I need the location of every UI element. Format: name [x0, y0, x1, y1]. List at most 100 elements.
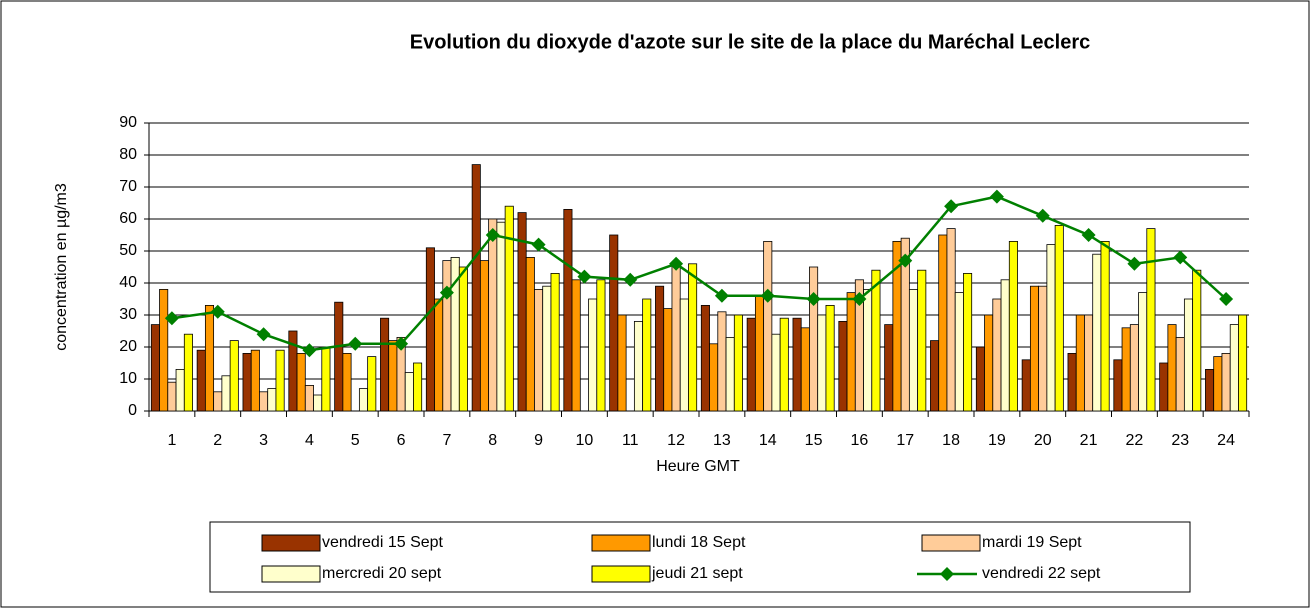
- bar: [458, 266, 468, 412]
- bar: [884, 324, 894, 412]
- x-tick-label: 5: [351, 432, 360, 449]
- bar: [1075, 314, 1085, 412]
- bar: [196, 349, 206, 412]
- y-tick-label: 20: [119, 338, 137, 355]
- bar: [1067, 352, 1077, 412]
- bar: [1213, 356, 1223, 412]
- y-tick-label: 30: [119, 306, 137, 323]
- x-axis-label: Heure GMT: [656, 458, 740, 475]
- bar: [609, 234, 619, 412]
- y-axis-label: concentration en µg/m3: [53, 183, 70, 351]
- legend-marker: [940, 567, 954, 581]
- line-point: [439, 285, 454, 300]
- line-point: [760, 288, 775, 303]
- line: [171, 195, 1227, 352]
- bar: [846, 292, 856, 412]
- bar: [946, 228, 956, 412]
- bar: [563, 208, 573, 412]
- bar: [479, 260, 490, 412]
- bar: [358, 388, 369, 412]
- line-point: [577, 269, 592, 284]
- bar: [992, 298, 1002, 412]
- bar: [1092, 253, 1102, 412]
- bar: [908, 288, 919, 412]
- bar: [542, 285, 552, 412]
- y-tick-label: 10: [119, 370, 137, 387]
- line-point: [164, 311, 179, 326]
- x-tick-label: 13: [713, 432, 731, 449]
- bar: [838, 320, 848, 412]
- bar: [1183, 298, 1194, 412]
- bar: [1054, 224, 1064, 412]
- bar: [671, 263, 681, 412]
- bar: [588, 298, 598, 412]
- bar: [655, 285, 665, 412]
- x-tick-label: 10: [576, 432, 594, 449]
- line-point: [256, 327, 271, 342]
- line-point: [348, 336, 363, 351]
- bar: [688, 263, 698, 412]
- bar: [434, 298, 444, 412]
- line-point: [1081, 228, 1096, 242]
- x-tick-label: 7: [442, 432, 451, 449]
- legend-swatch: [261, 534, 321, 552]
- bar: [313, 394, 323, 412]
- bar: [917, 269, 927, 412]
- bar: [442, 260, 452, 412]
- bar: [700, 304, 710, 412]
- y-tick-label: 90: [119, 114, 137, 131]
- line-point: [485, 228, 500, 242]
- bar: [259, 391, 269, 412]
- x-tick-label: 24: [1217, 432, 1235, 449]
- bar: [150, 324, 160, 412]
- line-point: [852, 292, 867, 306]
- bar: [471, 164, 481, 412]
- bar: [663, 308, 673, 412]
- bar: [984, 314, 994, 412]
- x-tick-label: 20: [1034, 432, 1052, 449]
- bar: [1205, 368, 1215, 412]
- bar: [1000, 279, 1010, 412]
- bar: [725, 336, 735, 412]
- bar: [525, 256, 535, 412]
- bar: [175, 368, 185, 412]
- line-point: [989, 189, 1004, 204]
- legend-swatch: [591, 565, 651, 583]
- line-point: [1127, 256, 1142, 271]
- bar: [496, 221, 506, 412]
- legend-label: vendredi 22 sept: [982, 565, 1101, 582]
- bar: [267, 388, 277, 412]
- bar: [229, 340, 239, 412]
- bar: [1192, 269, 1202, 412]
- line-point: [806, 292, 821, 306]
- bar: [1021, 359, 1031, 412]
- x-tick-label: 15: [805, 432, 823, 449]
- bar: [1029, 285, 1040, 412]
- bar: [1146, 228, 1156, 412]
- bar: [1167, 324, 1177, 412]
- bar: [275, 349, 285, 412]
- bar: [596, 279, 606, 412]
- line-point: [210, 304, 225, 319]
- bar: [746, 317, 756, 412]
- y-tick-label: 0: [128, 402, 137, 419]
- bar: [550, 272, 560, 412]
- bar: [1175, 336, 1185, 412]
- bar: [1121, 327, 1131, 412]
- bar: [1008, 240, 1018, 412]
- x-tick-label: 19: [988, 432, 1006, 449]
- bar: [709, 343, 719, 412]
- bar: [1238, 314, 1248, 412]
- x-tick-label: 6: [397, 432, 406, 449]
- legend-label: lundi 18 Sept: [652, 534, 746, 551]
- bar: [863, 288, 873, 412]
- bar: [633, 320, 644, 412]
- bar: [779, 317, 789, 412]
- line-point: [1035, 208, 1050, 223]
- bar: [321, 346, 331, 412]
- line-point: [1219, 292, 1234, 306]
- line-point: [531, 237, 546, 252]
- legend-label: jeudi 21 sept: [651, 565, 743, 582]
- bar: [159, 288, 169, 412]
